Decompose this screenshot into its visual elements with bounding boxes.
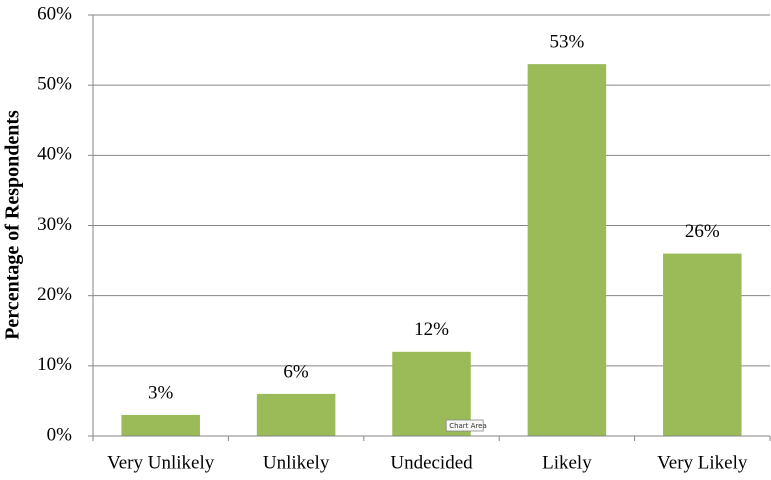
- x-tick-label: Very Likely: [657, 452, 748, 473]
- data-label: 53%: [549, 31, 584, 52]
- y-tick-label: 60%: [37, 3, 72, 24]
- y-tick-label: 50%: [37, 74, 72, 95]
- y-tick-label: 40%: [37, 144, 72, 165]
- bar: [663, 253, 742, 436]
- y-tick-label: 10%: [37, 354, 72, 375]
- x-tick-label: Unlikely: [263, 452, 330, 473]
- data-label: 6%: [283, 361, 309, 382]
- y-axis-label: Percentage of Respondents: [2, 110, 24, 340]
- tooltip: Chart Area: [449, 422, 487, 430]
- y-tick-label: 0%: [47, 424, 73, 445]
- data-label: 26%: [685, 221, 720, 242]
- y-tick-label: 20%: [37, 284, 72, 305]
- x-tick-label: Likely: [542, 452, 592, 473]
- tooltip-box: [445, 419, 484, 432]
- bar: [527, 64, 607, 436]
- bar: [121, 414, 200, 436]
- bar: [256, 393, 336, 436]
- data-label: 12%: [414, 319, 449, 340]
- data-label: 3%: [148, 382, 174, 403]
- x-tick-label: Very Unlikely: [107, 452, 215, 473]
- x-tick-label: Undecided: [390, 452, 473, 473]
- y-tick-label: 30%: [37, 214, 72, 235]
